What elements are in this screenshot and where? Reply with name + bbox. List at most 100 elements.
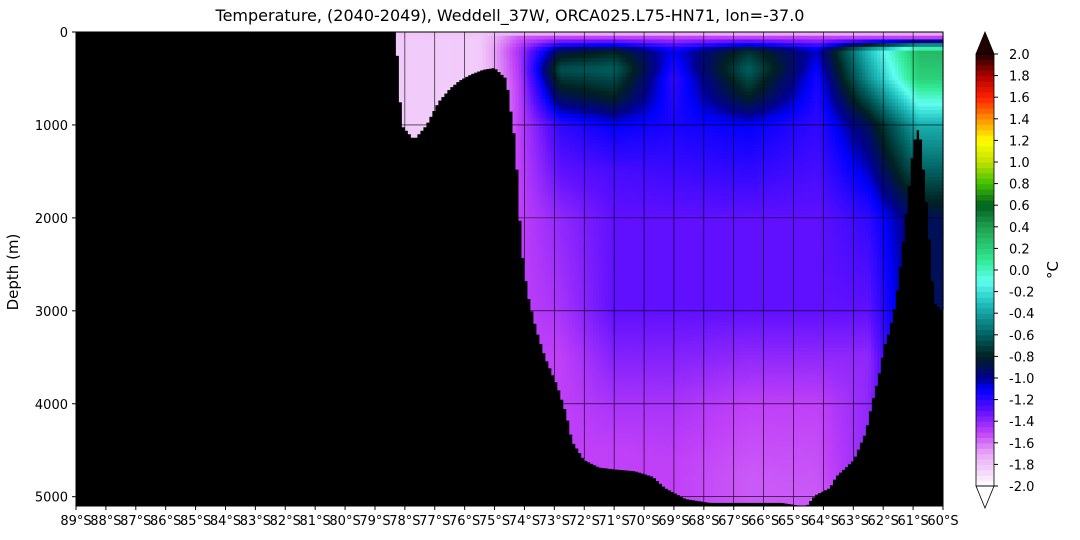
temperature-cell	[407, 72, 412, 78]
temperature-cell	[449, 35, 454, 41]
temperature-cell	[413, 69, 418, 74]
temperature-cell	[563, 50, 567, 55]
temperature-cell	[554, 366, 558, 371]
temperature-cell	[560, 147, 564, 152]
temperature-cell	[524, 169, 529, 174]
temperature-cell	[503, 65, 508, 70]
temperature-cell	[446, 54, 451, 59]
temperature-cell	[554, 251, 558, 256]
temperature-cell	[395, 35, 400, 41]
temperature-cell	[545, 288, 549, 293]
temperature-cell	[521, 150, 526, 156]
temperature-cell	[440, 43, 445, 48]
temperature-cell	[503, 50, 508, 55]
temperature-cell	[530, 136, 535, 141]
temperature-cell	[539, 214, 543, 219]
temperature-cell	[533, 162, 538, 167]
temperature-cell	[554, 50, 558, 55]
temperature-cell	[521, 247, 526, 252]
temperature-cell	[398, 87, 403, 93]
temperature-cell	[497, 46, 502, 52]
temperature-cell	[560, 95, 564, 100]
temperature-cell	[545, 281, 549, 286]
temperature-cell	[536, 258, 540, 264]
temperature-cell	[548, 84, 552, 89]
temperature-cell	[542, 340, 546, 345]
temperature-cell	[518, 113, 523, 119]
temperature-cell	[512, 98, 517, 104]
temperature-cell	[440, 65, 445, 70]
temperature-cell	[518, 102, 523, 107]
temperature-cell	[554, 340, 558, 345]
temperature-cell	[524, 98, 529, 104]
temperature-cell	[539, 132, 543, 137]
temperature-cell	[521, 169, 526, 174]
temperature-cell	[527, 247, 532, 252]
temperature-cell	[452, 35, 457, 41]
temperature-cell	[506, 32, 511, 37]
temperature-cell	[437, 98, 442, 101]
y-axis-label: Depth (m)	[4, 234, 22, 311]
temperature-cell	[434, 54, 439, 59]
temperature-cell	[503, 46, 508, 52]
temperature-cell	[554, 98, 558, 104]
temperature-cell	[557, 318, 561, 323]
temperature-cell	[554, 210, 558, 215]
temperature-cell	[428, 80, 433, 85]
temperature-cell	[527, 214, 532, 219]
temperature-cell	[551, 307, 555, 312]
temperature-cell	[539, 35, 543, 41]
temperature-cell	[476, 35, 481, 41]
temperature-cell	[527, 110, 532, 115]
temperature-cell	[542, 139, 546, 145]
temperature-cell	[524, 262, 529, 267]
temperature-cell	[551, 54, 555, 59]
temperature-cell	[545, 165, 549, 171]
temperature-cell	[524, 121, 529, 126]
temperature-cell	[533, 46, 538, 52]
temperature-cell	[461, 43, 466, 48]
temperature-cell	[494, 46, 499, 52]
temperature-cell	[551, 359, 555, 364]
temperature-cell	[503, 58, 508, 63]
temperature-cell	[554, 362, 558, 368]
temperature-cell	[539, 314, 543, 319]
temperature-cell	[551, 340, 555, 345]
temperature-cell	[515, 91, 520, 96]
temperature-cell	[419, 39, 424, 44]
temperature-cell	[464, 69, 469, 74]
temperature-cell	[443, 50, 448, 55]
temperature-cell	[539, 87, 543, 93]
temperature-cell	[497, 35, 502, 41]
temperature-cell	[452, 84, 457, 85]
temperature-cell	[563, 124, 567, 130]
temperature-cell	[422, 46, 427, 52]
temperature-cell	[488, 50, 493, 55]
temperature-cell	[416, 43, 421, 48]
temperature-cell	[536, 113, 540, 119]
temperature-cell	[548, 217, 552, 223]
temperature-cell	[521, 214, 526, 219]
temperature-cell	[551, 348, 555, 353]
temperature-cell	[533, 217, 538, 223]
temperature-cell	[482, 32, 487, 37]
temperature-cell	[506, 43, 511, 48]
temperature-cell	[410, 95, 415, 100]
temperature-cell	[521, 69, 526, 74]
temperature-cell	[512, 87, 517, 93]
temperature-cell	[557, 184, 561, 189]
temperature-cell	[527, 206, 532, 212]
temperature-cell	[515, 147, 520, 152]
temperature-cell	[563, 61, 567, 67]
temperature-cell	[506, 65, 511, 70]
temperature-cell	[548, 87, 552, 93]
temperature-cell	[542, 84, 546, 89]
temperature-cell	[530, 150, 535, 156]
temperature-cell	[563, 121, 567, 126]
temperature-cell	[515, 150, 520, 156]
temperature-cell	[524, 247, 529, 252]
temperature-cell	[530, 251, 535, 256]
temperature-cell	[533, 61, 538, 67]
temperature-cell	[416, 91, 421, 96]
temperature-cell	[521, 191, 526, 197]
